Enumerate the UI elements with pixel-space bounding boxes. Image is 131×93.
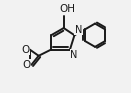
Text: O: O — [22, 60, 31, 70]
Text: N: N — [70, 50, 78, 60]
Text: O: O — [21, 45, 29, 54]
Text: OH: OH — [59, 4, 75, 14]
Text: N: N — [75, 25, 82, 35]
